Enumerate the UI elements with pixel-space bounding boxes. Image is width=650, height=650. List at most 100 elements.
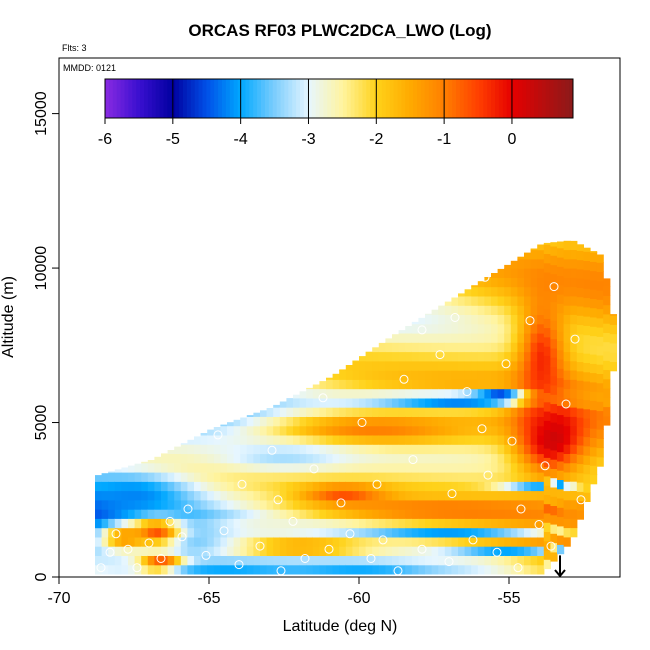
heatmap-cell — [352, 564, 360, 575]
heatmap-cell — [233, 509, 241, 519]
heatmap-cell — [471, 527, 479, 538]
heatmap-cell — [471, 499, 479, 510]
flight-point — [201, 550, 211, 560]
heatmap-cell — [425, 453, 433, 464]
heatmap-cell — [134, 564, 142, 575]
flight-point — [477, 424, 487, 434]
heatmap-cell — [365, 416, 373, 427]
heatmap-cell — [273, 472, 281, 482]
heatmap-cell — [345, 416, 353, 427]
heatmap-cell — [563, 351, 571, 362]
heatmap-cell — [484, 481, 492, 492]
colorbar-swatch — [284, 79, 289, 118]
heatmap-cell — [326, 377, 334, 380]
heatmap-cell — [497, 407, 505, 417]
colorbar-swatch — [436, 79, 441, 118]
heatmap-cell — [167, 490, 175, 501]
heatmap-cell — [537, 564, 545, 575]
colorbar-swatch — [557, 79, 562, 118]
heatmap-cell — [141, 472, 149, 482]
heatmap-cell — [497, 555, 505, 566]
heatmap-cell — [530, 527, 538, 538]
heatmap-cell — [543, 383, 551, 393]
heatmap-cell — [550, 486, 558, 497]
colorbar-swatch — [175, 79, 180, 118]
heatmap-cell — [128, 499, 136, 510]
heatmap-cell — [207, 462, 215, 473]
heatmap-cell — [299, 499, 307, 510]
heatmap-cell — [319, 509, 327, 519]
colorbar-swatch — [541, 79, 547, 118]
heatmap-cell — [220, 546, 228, 556]
heatmap-cell — [543, 373, 551, 384]
heatmap-cell — [319, 453, 327, 464]
heatmap-cell — [372, 379, 380, 390]
heatmap-cell — [543, 253, 551, 264]
heatmap-cell — [279, 444, 287, 455]
heatmap-cell — [576, 472, 584, 483]
heatmap-cell — [213, 434, 221, 445]
heatmap-cell — [352, 499, 360, 510]
heatmap-cell — [293, 509, 301, 519]
heatmap-cell — [557, 405, 565, 416]
colorbar-swatch — [280, 79, 285, 118]
heatmap-cell — [233, 481, 241, 492]
heatmap-cell — [550, 514, 558, 525]
flights-label: Flts: 3 — [62, 43, 87, 53]
heatmap-cell — [326, 416, 334, 427]
heatmap-cell — [431, 453, 439, 464]
colorbar-swatch — [362, 79, 367, 118]
heatmap-cell — [451, 518, 459, 529]
heatmap-cell — [299, 462, 307, 473]
heatmap-cell — [312, 425, 320, 436]
heatmap-cell — [524, 370, 532, 380]
heatmap-cell — [418, 379, 426, 390]
heatmap-cell — [418, 351, 426, 362]
heatmap-cell — [200, 434, 208, 445]
heatmap-cell — [187, 472, 195, 482]
heatmap-cell — [359, 379, 367, 390]
heatmap-cell — [596, 456, 604, 467]
heatmap-cell — [557, 377, 565, 388]
heatmap-cell — [477, 425, 485, 436]
heatmap-cell — [484, 509, 492, 519]
heatmap-cell — [359, 536, 367, 547]
heatmap-cell — [590, 307, 598, 318]
heatmap-cell — [213, 499, 221, 510]
heatmap-cell — [365, 370, 373, 380]
heatmap-cell — [603, 278, 611, 287]
x-axis-label: Latitude (deg N) — [283, 618, 398, 635]
heatmap-cell — [471, 555, 479, 566]
heatmap-cell — [464, 289, 472, 297]
heatmap-cell — [101, 536, 109, 547]
heatmap-cell — [603, 415, 611, 426]
heatmap-cell — [504, 388, 512, 399]
heatmap-cell — [200, 564, 208, 575]
heatmap-cell — [425, 444, 433, 455]
heatmap-cell — [385, 536, 393, 547]
colorbar-swatch — [331, 79, 336, 118]
heatmap-cell — [167, 546, 175, 556]
heatmap-cell — [596, 364, 604, 374]
heatmap-cell — [431, 388, 439, 399]
heatmap-cell — [583, 269, 591, 280]
heatmap-cell — [510, 305, 518, 315]
heatmap-cell — [596, 254, 604, 263]
heatmap-cell — [200, 509, 208, 519]
heatmap-cell — [167, 472, 175, 482]
heatmap-cell — [220, 499, 228, 510]
heatmap-cell — [293, 416, 301, 427]
heatmap-cell — [563, 536, 571, 547]
heatmap-cell — [471, 305, 479, 315]
heatmap-cell — [418, 332, 426, 343]
heatmap-cell — [306, 444, 314, 455]
heatmap-cell — [279, 407, 287, 417]
colorbar-swatch — [276, 79, 281, 118]
heatmap-cell — [326, 518, 334, 529]
heatmap-cell — [497, 509, 505, 519]
heatmap-cell — [537, 370, 545, 380]
heatmap-cell — [583, 247, 591, 252]
heatmap-cell — [220, 434, 228, 445]
heatmap-cell — [524, 277, 532, 288]
heatmap-cell — [101, 473, 109, 482]
